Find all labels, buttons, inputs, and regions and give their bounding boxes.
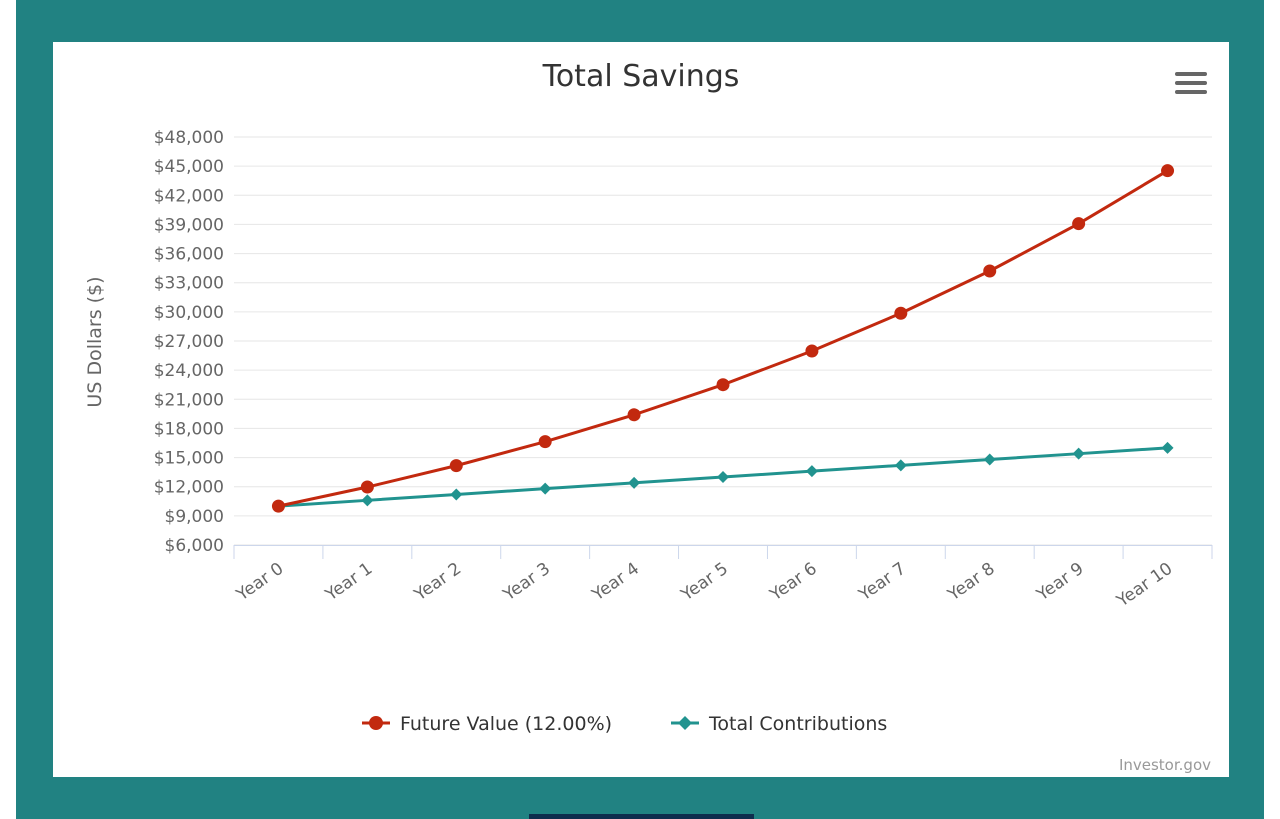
data-point-future-value[interactable]: [716, 378, 730, 392]
y-tick-label: $39,000: [154, 215, 224, 235]
chart-menu-button[interactable]: [1171, 68, 1211, 98]
data-point-total-contributions[interactable]: [805, 465, 818, 478]
y-tick-label: $18,000: [154, 419, 224, 439]
data-point-future-value[interactable]: [360, 480, 374, 494]
data-point-total-contributions[interactable]: [1072, 447, 1085, 460]
x-tick-label: Year 2: [410, 559, 465, 606]
y-axis-tick-labels: $6,000 $9,000 $12,000 $15,000 $18,000 $21,000…: [154, 128, 224, 556]
data-point-total-contributions[interactable]: [361, 494, 374, 507]
x-tick-label: Year 10: [1112, 559, 1176, 612]
x-tick-label: Year 9: [1032, 559, 1087, 606]
data-point-total-contributions[interactable]: [450, 488, 463, 501]
bottom-navigation-tab[interactable]: [529, 814, 754, 819]
data-point-total-contributions[interactable]: [894, 459, 907, 472]
y-tick-label: $48,000: [154, 128, 224, 148]
legend: Future Value (12.00%) Total Contribution…: [362, 713, 887, 735]
legend-item-future-value[interactable]: Future Value (12.00%): [362, 713, 612, 735]
y-tick-label: $27,000: [154, 332, 224, 352]
hamburger-menu-icon: [1175, 72, 1207, 76]
total-savings-chart: $6,000 $9,000 $12,000 $15,000 $18,000 $21,000…: [84, 59, 1213, 774]
data-point-future-value[interactable]: [805, 344, 819, 358]
data-point-future-value[interactable]: [538, 435, 552, 449]
y-tick-label: $36,000: [154, 245, 224, 265]
data-point-future-value[interactable]: [1072, 217, 1086, 231]
data-point-future-value[interactable]: [983, 264, 997, 278]
y-axis-title: US Dollars ($): [84, 276, 106, 407]
y-tick-label: $12,000: [154, 478, 224, 498]
legend-item-total-contributions[interactable]: Total Contributions: [671, 713, 887, 735]
x-axis: [233, 545, 1213, 559]
hamburger-menu-icon-bar: [1175, 90, 1207, 94]
y-tick-label: $42,000: [154, 186, 224, 206]
data-point-future-value[interactable]: [1161, 164, 1175, 178]
y-tick-label: $24,000: [154, 361, 224, 381]
data-point-total-contributions[interactable]: [539, 482, 552, 495]
y-tick-label: $33,000: [154, 274, 224, 294]
series-layer: [271, 164, 1175, 513]
grid-lines: [234, 136, 1212, 546]
hamburger-menu-icon-bar: [1175, 81, 1207, 85]
x-tick-label: Year 1: [321, 559, 376, 606]
data-point-future-value[interactable]: [894, 306, 908, 320]
data-point-total-contributions[interactable]: [983, 453, 996, 466]
y-tick-label: $6,000: [165, 536, 224, 556]
data-point-total-contributions[interactable]: [1161, 441, 1174, 454]
y-tick-label: $15,000: [154, 449, 224, 469]
chart-card: $6,000 $9,000 $12,000 $15,000 $18,000 $21,000…: [53, 42, 1229, 777]
x-tick-label: Year 3: [499, 559, 554, 606]
x-tick-label: Year 4: [588, 559, 643, 606]
series-future-value[interactable]: [271, 164, 1175, 513]
data-point-total-contributions[interactable]: [628, 476, 641, 489]
x-tick-label: Year 7: [855, 559, 910, 606]
legend-marker-diamond-icon: [678, 716, 692, 730]
legend-marker-circle-icon: [369, 716, 383, 730]
chart-title: Total Savings: [542, 59, 740, 94]
data-point-future-value[interactable]: [271, 499, 285, 513]
x-tick-label: Year 0: [232, 559, 287, 606]
y-tick-label: $45,000: [154, 157, 224, 177]
x-axis-tick-labels: Year 0 Year 1 Year 2 Year 3 Year 4 Year 5 Year…: [232, 559, 1176, 612]
y-tick-label: $21,000: [154, 390, 224, 410]
data-point-total-contributions[interactable]: [717, 471, 729, 483]
y-tick-label: $9,000: [165, 507, 224, 527]
y-tick-label: $30,000: [154, 303, 224, 323]
legend-label-total-contributions: Total Contributions: [708, 713, 887, 735]
x-tick-label: Year 6: [766, 559, 821, 606]
x-tick-label: Year 5: [677, 559, 732, 606]
legend-label-future-value: Future Value (12.00%): [400, 713, 612, 735]
x-tick-label: Year 8: [944, 559, 999, 606]
series-total-contributions[interactable]: [272, 441, 1174, 513]
credits-link[interactable]: Investor.gov: [1119, 756, 1211, 774]
data-point-future-value[interactable]: [627, 408, 641, 422]
data-point-future-value[interactable]: [449, 459, 463, 473]
